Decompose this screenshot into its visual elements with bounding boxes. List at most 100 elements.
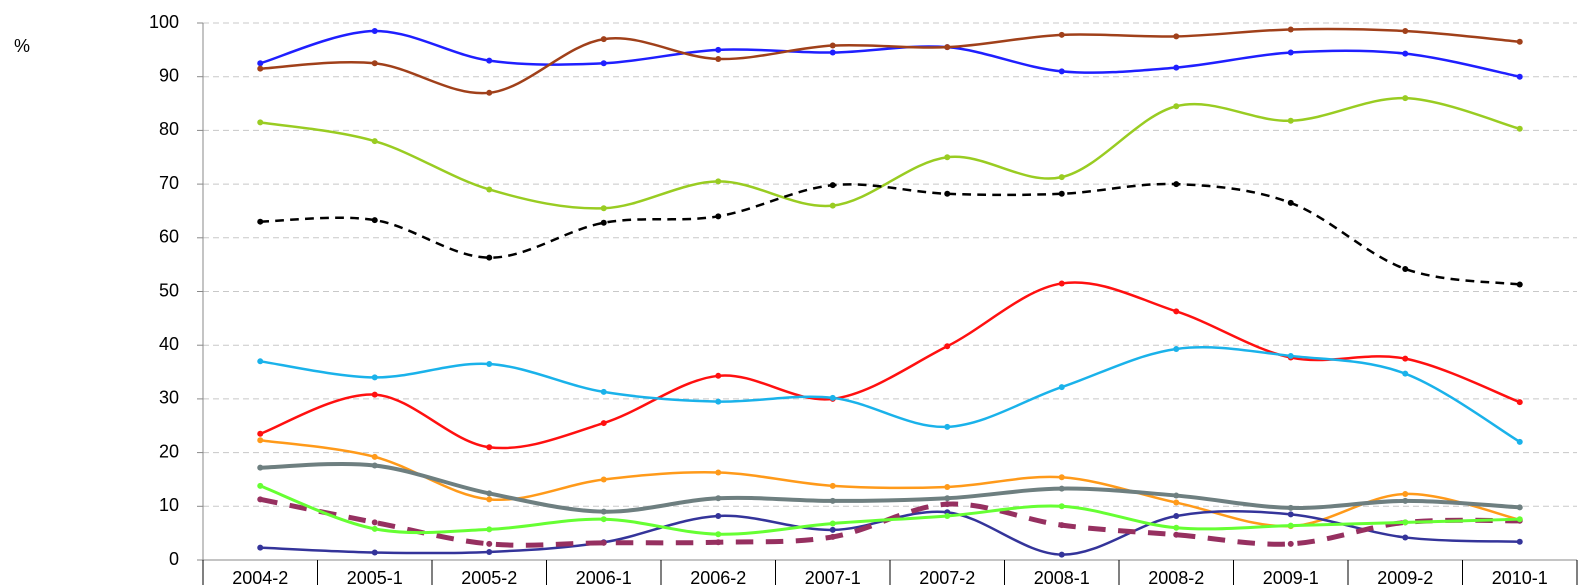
data-point [1287, 352, 1294, 359]
data-point [1173, 181, 1180, 188]
data-point [1058, 174, 1065, 181]
data-point [1058, 68, 1065, 75]
data-point [371, 519, 378, 526]
data-point [829, 202, 836, 209]
data-point [371, 453, 378, 460]
y-tick-label: 20 [159, 441, 179, 461]
data-point [829, 526, 836, 533]
data-point [1173, 512, 1180, 519]
data-point [371, 60, 378, 67]
data-point [600, 508, 607, 515]
data-point [257, 60, 264, 67]
data-point [715, 178, 722, 185]
series-line [260, 510, 1520, 556]
data-point [944, 512, 951, 519]
data-point [486, 186, 493, 193]
data-point [1173, 103, 1180, 110]
x-tick-label: 2005-1 [347, 568, 403, 585]
data-point [257, 430, 264, 437]
data-point [371, 138, 378, 145]
data-point [829, 49, 836, 56]
data-point [371, 462, 378, 469]
series-line [260, 96, 1521, 210]
data-point [1287, 117, 1294, 124]
data-point [1173, 345, 1180, 352]
y-tick-label: 70 [159, 173, 179, 193]
series-line [259, 29, 1520, 78]
data-point [600, 420, 607, 427]
data-point [1516, 538, 1523, 545]
data-point [371, 391, 378, 398]
data-point [829, 533, 836, 540]
data-point [257, 358, 264, 365]
data-point [371, 374, 378, 381]
data-point [1402, 370, 1409, 377]
data-point [371, 525, 378, 532]
data-point [486, 444, 493, 451]
data-point [1058, 190, 1065, 197]
series-line [260, 461, 1520, 514]
data-point [715, 531, 722, 538]
data-point [1058, 551, 1065, 558]
data-point [486, 496, 493, 503]
data-point [1173, 308, 1180, 315]
x-tick-label: 2010-1 [1492, 568, 1548, 585]
data-point [257, 482, 264, 489]
data-point [715, 469, 722, 476]
data-point [486, 490, 493, 497]
data-point [257, 119, 264, 126]
data-point [486, 526, 493, 533]
data-point [944, 343, 951, 350]
x-tick-label: 2007-2 [919, 568, 975, 585]
data-point [715, 398, 722, 405]
data-point [1402, 50, 1409, 57]
data-point [1287, 511, 1294, 518]
x-tick-label: 2006-1 [576, 568, 632, 585]
x-tick-label: 2006-2 [690, 568, 746, 585]
y-tick-label: 80 [159, 119, 179, 139]
data-point [829, 520, 836, 527]
data-point [1058, 485, 1065, 492]
data-point [1516, 281, 1523, 288]
x-tick-label: 2009-2 [1377, 568, 1433, 585]
data-point [1402, 490, 1409, 497]
data-point [486, 548, 493, 555]
data-point [944, 501, 951, 508]
data-point [1173, 492, 1180, 499]
data-point [371, 549, 378, 556]
data-point [1516, 125, 1523, 132]
data-point [371, 28, 378, 35]
data-point [715, 372, 722, 379]
data-point [1173, 524, 1180, 531]
data-point [1058, 503, 1065, 510]
x-tick-label: 2008-1 [1034, 568, 1090, 585]
data-point [944, 483, 951, 490]
data-point [1516, 399, 1523, 406]
data-point [600, 388, 607, 395]
data-point [257, 218, 264, 225]
data-point [1516, 504, 1523, 511]
series-line [259, 484, 1520, 536]
series-line [260, 27, 1520, 95]
data-point [257, 65, 264, 72]
data-point [1402, 95, 1409, 102]
data-point [944, 154, 951, 161]
data-point [1287, 504, 1294, 511]
x-tick-label: 2005-2 [461, 568, 517, 585]
data-point [944, 495, 951, 502]
data-point [486, 57, 493, 64]
data-point [1173, 531, 1180, 538]
y-tick-label: 100 [149, 12, 179, 32]
y-axis-title: % [14, 36, 30, 56]
data-point [715, 46, 722, 53]
data-point [257, 464, 264, 471]
data-point [1287, 540, 1294, 547]
data-point [1173, 64, 1180, 71]
data-point [1058, 280, 1065, 287]
data-point [1402, 497, 1409, 504]
x-tick-label: 2008-2 [1148, 568, 1204, 585]
data-point [1287, 522, 1294, 529]
data-point [1516, 38, 1523, 45]
